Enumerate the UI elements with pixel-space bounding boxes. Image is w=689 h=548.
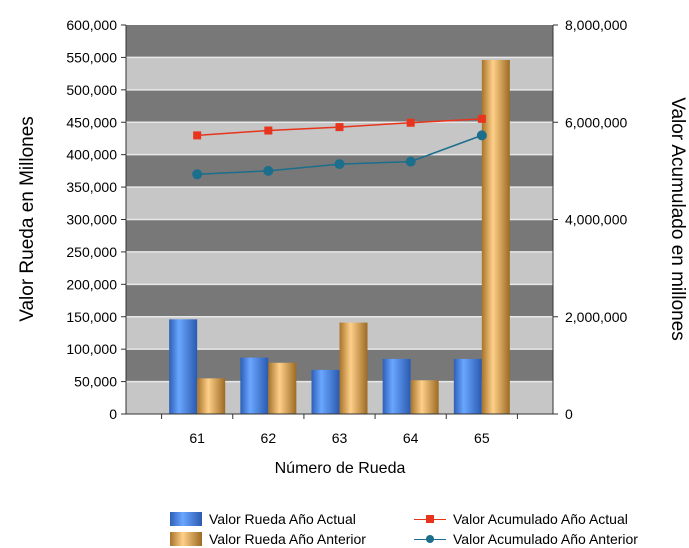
line-point xyxy=(263,165,274,176)
y-axis-title: Valor Rueda en Millones xyxy=(17,116,38,322)
bar xyxy=(240,357,269,414)
legend-item-line-actual: Valor Acumulado Año Actual xyxy=(414,510,628,528)
bar xyxy=(197,378,226,414)
legend-item-bar-anterior: Valor Rueda Año Anterior xyxy=(170,530,366,548)
y2-tick-labels: 0 2,000,000 4,000,000 6,000,000 8,000,000 xyxy=(565,17,627,422)
y2-tick-label: 2,000,000 xyxy=(565,309,627,325)
line-series xyxy=(192,114,487,180)
legend-swatch-blue xyxy=(170,512,202,526)
line-point xyxy=(334,159,345,170)
y-tick-label: 100,000 xyxy=(66,341,117,357)
y-tick-labels: 0 50,000 100,000 150,000 200,000 250,000 300,0… xyxy=(66,17,117,422)
bar xyxy=(410,380,439,414)
legend-label: Valor Acumulado Año Actual xyxy=(453,511,628,527)
bar xyxy=(268,362,297,414)
y-tick-label: 450,000 xyxy=(66,114,117,130)
line-point xyxy=(406,118,415,127)
y-tick-label: 150,000 xyxy=(66,309,117,325)
legend-label: Valor Acumulado Año Anterior xyxy=(453,531,638,547)
x-tick-label: 61 xyxy=(189,430,205,446)
line-point xyxy=(335,123,344,132)
y2-tick-label: 4,000,000 xyxy=(565,212,627,228)
bar xyxy=(453,358,482,414)
plot-band xyxy=(126,25,553,58)
legend-label: Valor Rueda Año Actual xyxy=(209,511,356,527)
line-point xyxy=(192,169,203,180)
y2-axis-title: Valor Acumulado en millones xyxy=(667,97,688,341)
bar-series xyxy=(169,60,510,414)
x-tick-labels: 61 62 63 64 65 xyxy=(189,430,489,446)
y-tick-label: 600,000 xyxy=(66,17,117,33)
bar xyxy=(169,319,198,414)
y-tick-label: 250,000 xyxy=(66,244,117,260)
axes xyxy=(121,24,558,419)
line-point xyxy=(193,131,202,140)
x-tick-label: 64 xyxy=(403,430,419,446)
legend-item-line-anterior: Valor Acumulado Año Anterior xyxy=(414,530,638,548)
x-tick-label: 62 xyxy=(261,430,277,446)
line-point xyxy=(264,126,273,135)
bar xyxy=(481,60,510,414)
y2-tick-label: 8,000,000 xyxy=(565,17,627,33)
legend: Valor Rueda Año Actual Valor Rueda Año A… xyxy=(170,509,680,547)
bar xyxy=(311,369,340,414)
y-tick-label: 350,000 xyxy=(66,179,117,195)
legend-swatch-gold xyxy=(170,532,202,546)
y2-tick-label: 0 xyxy=(565,406,573,422)
y2-tick-label: 6,000,000 xyxy=(565,114,627,130)
bar xyxy=(339,322,368,414)
y-tick-label: 500,000 xyxy=(66,82,117,98)
legend-line-teal xyxy=(414,532,446,546)
y-tick-label: 200,000 xyxy=(66,276,117,292)
line-point xyxy=(405,156,416,167)
legend-item-bar-actual: Valor Rueda Año Actual xyxy=(170,510,356,528)
x-tick-label: 63 xyxy=(332,430,348,446)
x-axis-title: Número de Rueda xyxy=(275,460,406,477)
x-tick-label: 65 xyxy=(474,430,490,446)
line-point xyxy=(477,114,486,123)
legend-label: Valor Rueda Año Anterior xyxy=(209,531,366,547)
combo-chart: 0 50,000 100,000 150,000 200,000 250,000 300,0… xyxy=(17,17,688,477)
y-tick-label: 550,000 xyxy=(66,49,117,65)
bar xyxy=(382,358,411,414)
line-point xyxy=(476,130,487,141)
y-tick-label: 50,000 xyxy=(74,374,117,390)
legend-line-red xyxy=(414,512,446,526)
y-tick-label: 400,000 xyxy=(66,147,117,163)
y-tick-label: 300,000 xyxy=(66,212,117,228)
y-tick-label: 0 xyxy=(109,406,117,422)
